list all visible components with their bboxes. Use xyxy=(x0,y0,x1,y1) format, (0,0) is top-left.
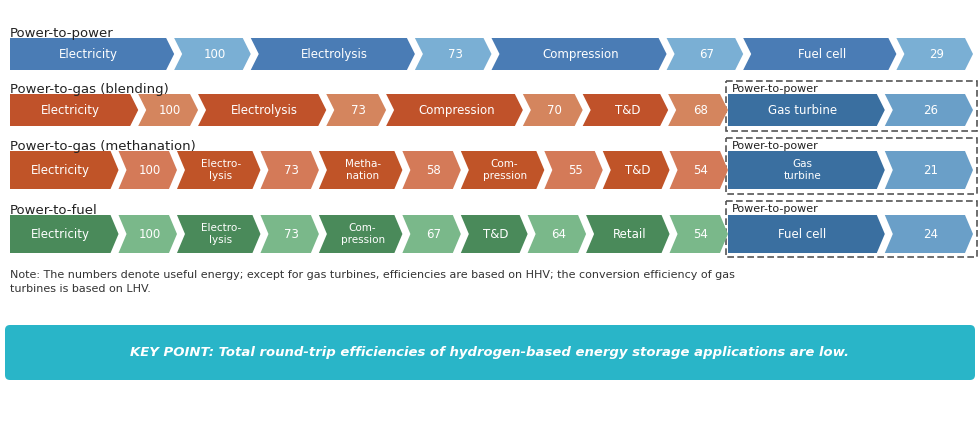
Text: 54: 54 xyxy=(693,227,709,241)
Text: 21: 21 xyxy=(923,163,939,177)
Polygon shape xyxy=(669,215,728,253)
Text: Fuel cell: Fuel cell xyxy=(798,48,846,60)
Text: Power-to-power: Power-to-power xyxy=(10,27,114,40)
Polygon shape xyxy=(386,94,523,126)
Text: 100: 100 xyxy=(138,227,161,241)
Polygon shape xyxy=(885,94,973,126)
Text: 67: 67 xyxy=(700,48,714,60)
Polygon shape xyxy=(586,215,669,253)
Bar xyxy=(726,138,977,194)
Polygon shape xyxy=(461,151,544,189)
Text: Com-
pression: Com- pression xyxy=(482,159,526,181)
Polygon shape xyxy=(403,215,461,253)
Text: Electrolysis: Electrolysis xyxy=(230,103,298,116)
Text: 73: 73 xyxy=(351,103,366,116)
Polygon shape xyxy=(318,215,403,253)
Text: 67: 67 xyxy=(426,227,441,241)
Text: 100: 100 xyxy=(138,163,161,177)
Polygon shape xyxy=(261,151,318,189)
Polygon shape xyxy=(261,215,318,253)
Text: Compression: Compression xyxy=(418,103,495,116)
Text: Electricity: Electricity xyxy=(40,103,100,116)
Text: Fuel cell: Fuel cell xyxy=(778,227,826,241)
Text: 29: 29 xyxy=(929,48,944,60)
Text: Power-to-power: Power-to-power xyxy=(732,204,818,214)
Text: Electricity: Electricity xyxy=(30,163,90,177)
Polygon shape xyxy=(138,94,198,126)
Text: 73: 73 xyxy=(284,163,299,177)
Text: Electro-
lysis: Electro- lysis xyxy=(201,159,241,181)
Polygon shape xyxy=(177,215,261,253)
Polygon shape xyxy=(251,38,415,70)
Polygon shape xyxy=(492,38,666,70)
Polygon shape xyxy=(198,94,326,126)
Text: Power-to-gas (methanation): Power-to-gas (methanation) xyxy=(10,140,196,153)
Polygon shape xyxy=(318,151,403,189)
Polygon shape xyxy=(119,151,177,189)
Polygon shape xyxy=(666,38,743,70)
Text: 73: 73 xyxy=(448,48,463,60)
Polygon shape xyxy=(119,215,177,253)
Text: 100: 100 xyxy=(203,48,225,60)
Text: Retail: Retail xyxy=(613,227,647,241)
FancyBboxPatch shape xyxy=(5,325,975,380)
Polygon shape xyxy=(174,38,251,70)
Text: T&D: T&D xyxy=(614,103,640,116)
Polygon shape xyxy=(885,151,973,189)
Polygon shape xyxy=(415,38,492,70)
Polygon shape xyxy=(885,215,973,253)
Text: Gas turbine: Gas turbine xyxy=(768,103,837,116)
Text: Power-to-fuel: Power-to-fuel xyxy=(10,204,98,217)
Text: KEY POINT: Total round-trip efficiencies of hydrogen-based energy storage applic: KEY POINT: Total round-trip efficiencies… xyxy=(130,346,850,359)
Polygon shape xyxy=(668,94,728,126)
Text: Electrolysis: Electrolysis xyxy=(301,48,368,60)
Text: Electricity: Electricity xyxy=(30,227,90,241)
Text: 68: 68 xyxy=(693,103,708,116)
Text: Electricity: Electricity xyxy=(59,48,118,60)
Text: Gas
turbine: Gas turbine xyxy=(784,159,821,181)
Polygon shape xyxy=(177,151,261,189)
Polygon shape xyxy=(669,151,728,189)
Polygon shape xyxy=(603,151,669,189)
Text: Compression: Compression xyxy=(543,48,619,60)
Text: 26: 26 xyxy=(923,103,939,116)
Text: Electro-
lysis: Electro- lysis xyxy=(201,223,241,245)
Text: 100: 100 xyxy=(159,103,181,116)
Text: Power-to-power: Power-to-power xyxy=(732,84,818,94)
Bar xyxy=(726,81,977,131)
Polygon shape xyxy=(743,38,897,70)
Text: 58: 58 xyxy=(426,163,441,177)
Bar xyxy=(726,201,977,257)
Polygon shape xyxy=(10,215,119,253)
Polygon shape xyxy=(728,151,885,189)
Polygon shape xyxy=(897,38,973,70)
Polygon shape xyxy=(10,38,174,70)
Text: Power-to-power: Power-to-power xyxy=(732,141,818,151)
Polygon shape xyxy=(544,151,603,189)
Text: T&D: T&D xyxy=(625,163,651,177)
Text: T&D: T&D xyxy=(483,227,509,241)
Text: 73: 73 xyxy=(284,227,299,241)
Polygon shape xyxy=(403,151,461,189)
Polygon shape xyxy=(728,215,885,253)
Polygon shape xyxy=(527,215,586,253)
Text: Com-
pression: Com- pression xyxy=(341,223,385,245)
Text: Power-to-gas (blending): Power-to-gas (blending) xyxy=(10,83,169,96)
Text: 64: 64 xyxy=(552,227,566,241)
Polygon shape xyxy=(523,94,583,126)
Polygon shape xyxy=(728,94,885,126)
Text: 24: 24 xyxy=(923,227,939,241)
Polygon shape xyxy=(10,94,138,126)
Text: 54: 54 xyxy=(693,163,709,177)
Text: 70: 70 xyxy=(548,103,563,116)
Text: Note: The numbers denote useful energy; except for gas turbines, efficiencies ar: Note: The numbers denote useful energy; … xyxy=(10,270,735,294)
Polygon shape xyxy=(461,215,527,253)
Text: Metha-
nation: Metha- nation xyxy=(345,159,380,181)
Polygon shape xyxy=(583,94,668,126)
Polygon shape xyxy=(326,94,386,126)
Text: 55: 55 xyxy=(568,163,583,177)
Polygon shape xyxy=(10,151,119,189)
